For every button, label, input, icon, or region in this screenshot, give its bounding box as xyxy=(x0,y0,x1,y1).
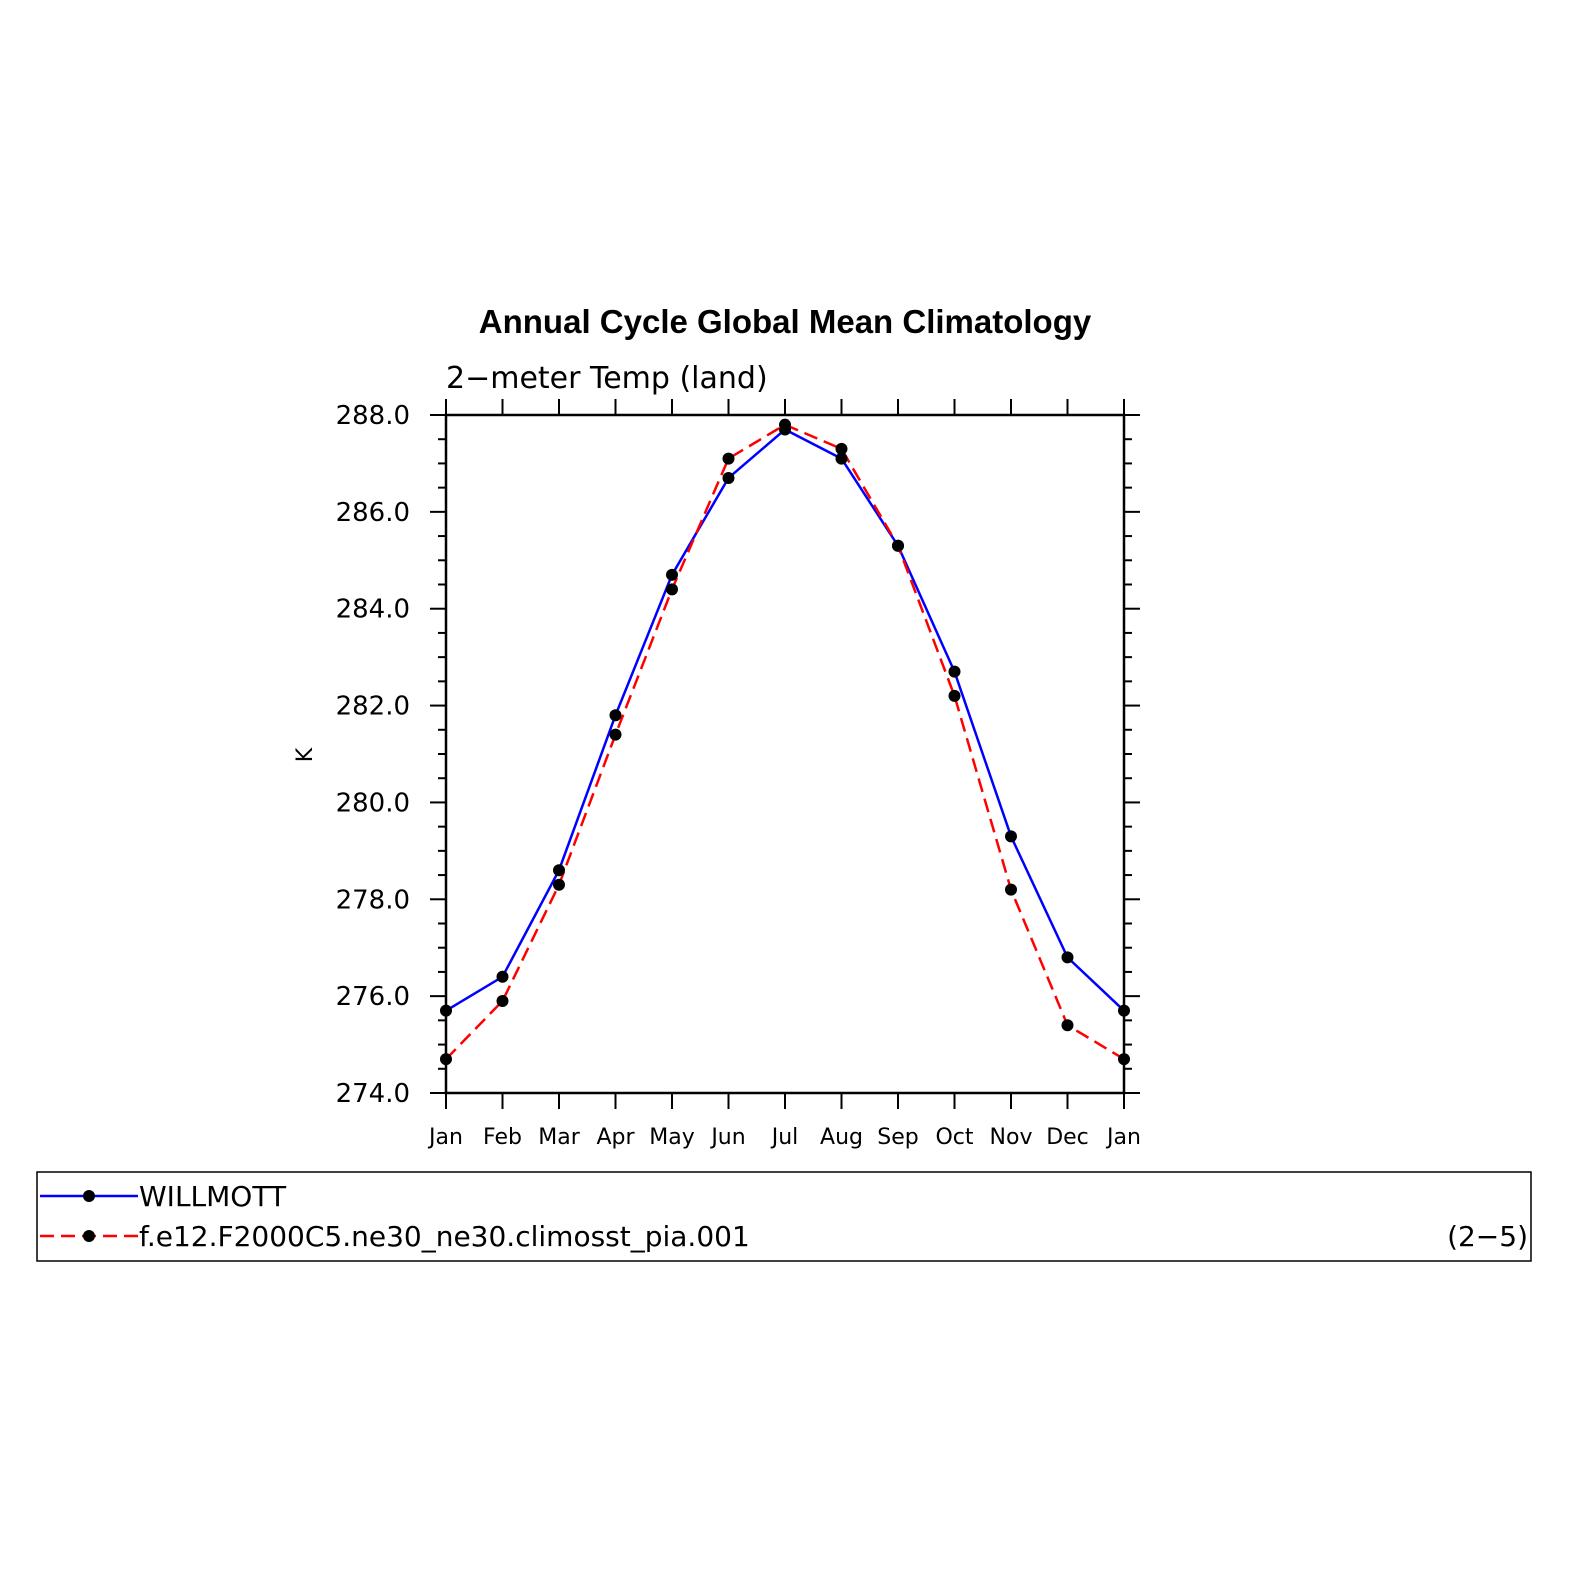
x-tick-label: Aug xyxy=(820,1125,863,1150)
x-tick-label: Sep xyxy=(877,1125,918,1150)
chart-title: Annual Cycle Global Mean Climatology xyxy=(479,303,1092,340)
data-point xyxy=(835,442,848,455)
y-tick-labels: 274.0 276.0 278.0 280.0 282.0 284.0 286.0 288.0 xyxy=(336,401,410,1109)
data-point xyxy=(948,689,961,702)
data-point xyxy=(1118,1004,1130,1017)
x-tick-label: Jun xyxy=(709,1125,745,1150)
data-point xyxy=(1061,1019,1074,1032)
data-point xyxy=(553,864,565,877)
y-tick-label: 288.0 xyxy=(336,401,410,431)
data-point xyxy=(1118,1053,1130,1066)
axis-ticks xyxy=(430,399,1140,1109)
legend-marker xyxy=(83,1190,95,1202)
x-tick-label: Feb xyxy=(483,1125,522,1150)
data-point xyxy=(722,471,735,484)
series-line-1 xyxy=(445,423,1125,1061)
series-lines xyxy=(445,423,1125,1061)
data-point xyxy=(722,452,735,465)
data-point xyxy=(440,1053,452,1066)
legend-marker xyxy=(83,1230,95,1242)
series-points xyxy=(440,418,1130,1066)
data-point xyxy=(948,665,961,678)
y-tick-label: 276.0 xyxy=(336,982,410,1012)
y-axis-label: K xyxy=(293,747,318,762)
panel-label: (2−5) xyxy=(1447,1220,1528,1253)
y-tick-label: 280.0 xyxy=(336,788,410,818)
legend-label: WILLMOTT xyxy=(139,1180,287,1213)
data-point xyxy=(553,878,565,891)
x-tick-label: Apr xyxy=(596,1125,635,1150)
data-point xyxy=(496,994,509,1007)
series-line-0 xyxy=(445,428,1125,1012)
x-tick-label: Jan xyxy=(1105,1125,1141,1150)
data-point xyxy=(496,970,509,983)
data-point xyxy=(779,418,791,431)
x-tick-label: Nov xyxy=(990,1125,1033,1150)
x-tick-label: May xyxy=(649,1125,694,1150)
y-tick-label: 274.0 xyxy=(336,1079,410,1109)
data-point xyxy=(666,583,678,596)
legend-box xyxy=(36,1171,1532,1262)
data-point xyxy=(609,709,622,722)
data-point xyxy=(666,568,678,581)
x-tick-label: Dec xyxy=(1046,1125,1089,1150)
legend-label: f.e12.F2000C5.ne30_ne30.climosst_pia.001 xyxy=(139,1220,750,1253)
x-tick-label: Jul xyxy=(770,1125,799,1150)
data-point xyxy=(1005,830,1017,843)
data-point xyxy=(440,1004,452,1017)
data-point xyxy=(609,728,622,741)
data-point xyxy=(835,452,848,465)
plot-frame xyxy=(444,413,1126,1095)
data-point xyxy=(892,539,904,552)
chart-subtitle: 2−meter Temp (land) xyxy=(446,361,768,396)
x-tick-label: Oct xyxy=(935,1125,973,1150)
y-tick-label: 284.0 xyxy=(336,595,410,625)
x-tick-label: Jan xyxy=(427,1125,463,1150)
y-tick-label: 286.0 xyxy=(336,498,410,528)
data-point xyxy=(1005,883,1017,896)
data-point xyxy=(1061,951,1074,964)
y-tick-label: 282.0 xyxy=(336,692,410,722)
x-tick-labels: Jan Feb Mar Apr May Jun Jul Aug Sep Oct Nov Dec Jan xyxy=(427,1125,1141,1150)
x-tick-label: Mar xyxy=(538,1125,580,1150)
legend: WILLMOTT f.e12.F2000C5.ne30_ne30.climosst… xyxy=(40,1180,750,1253)
y-tick-label: 278.0 xyxy=(336,885,410,915)
